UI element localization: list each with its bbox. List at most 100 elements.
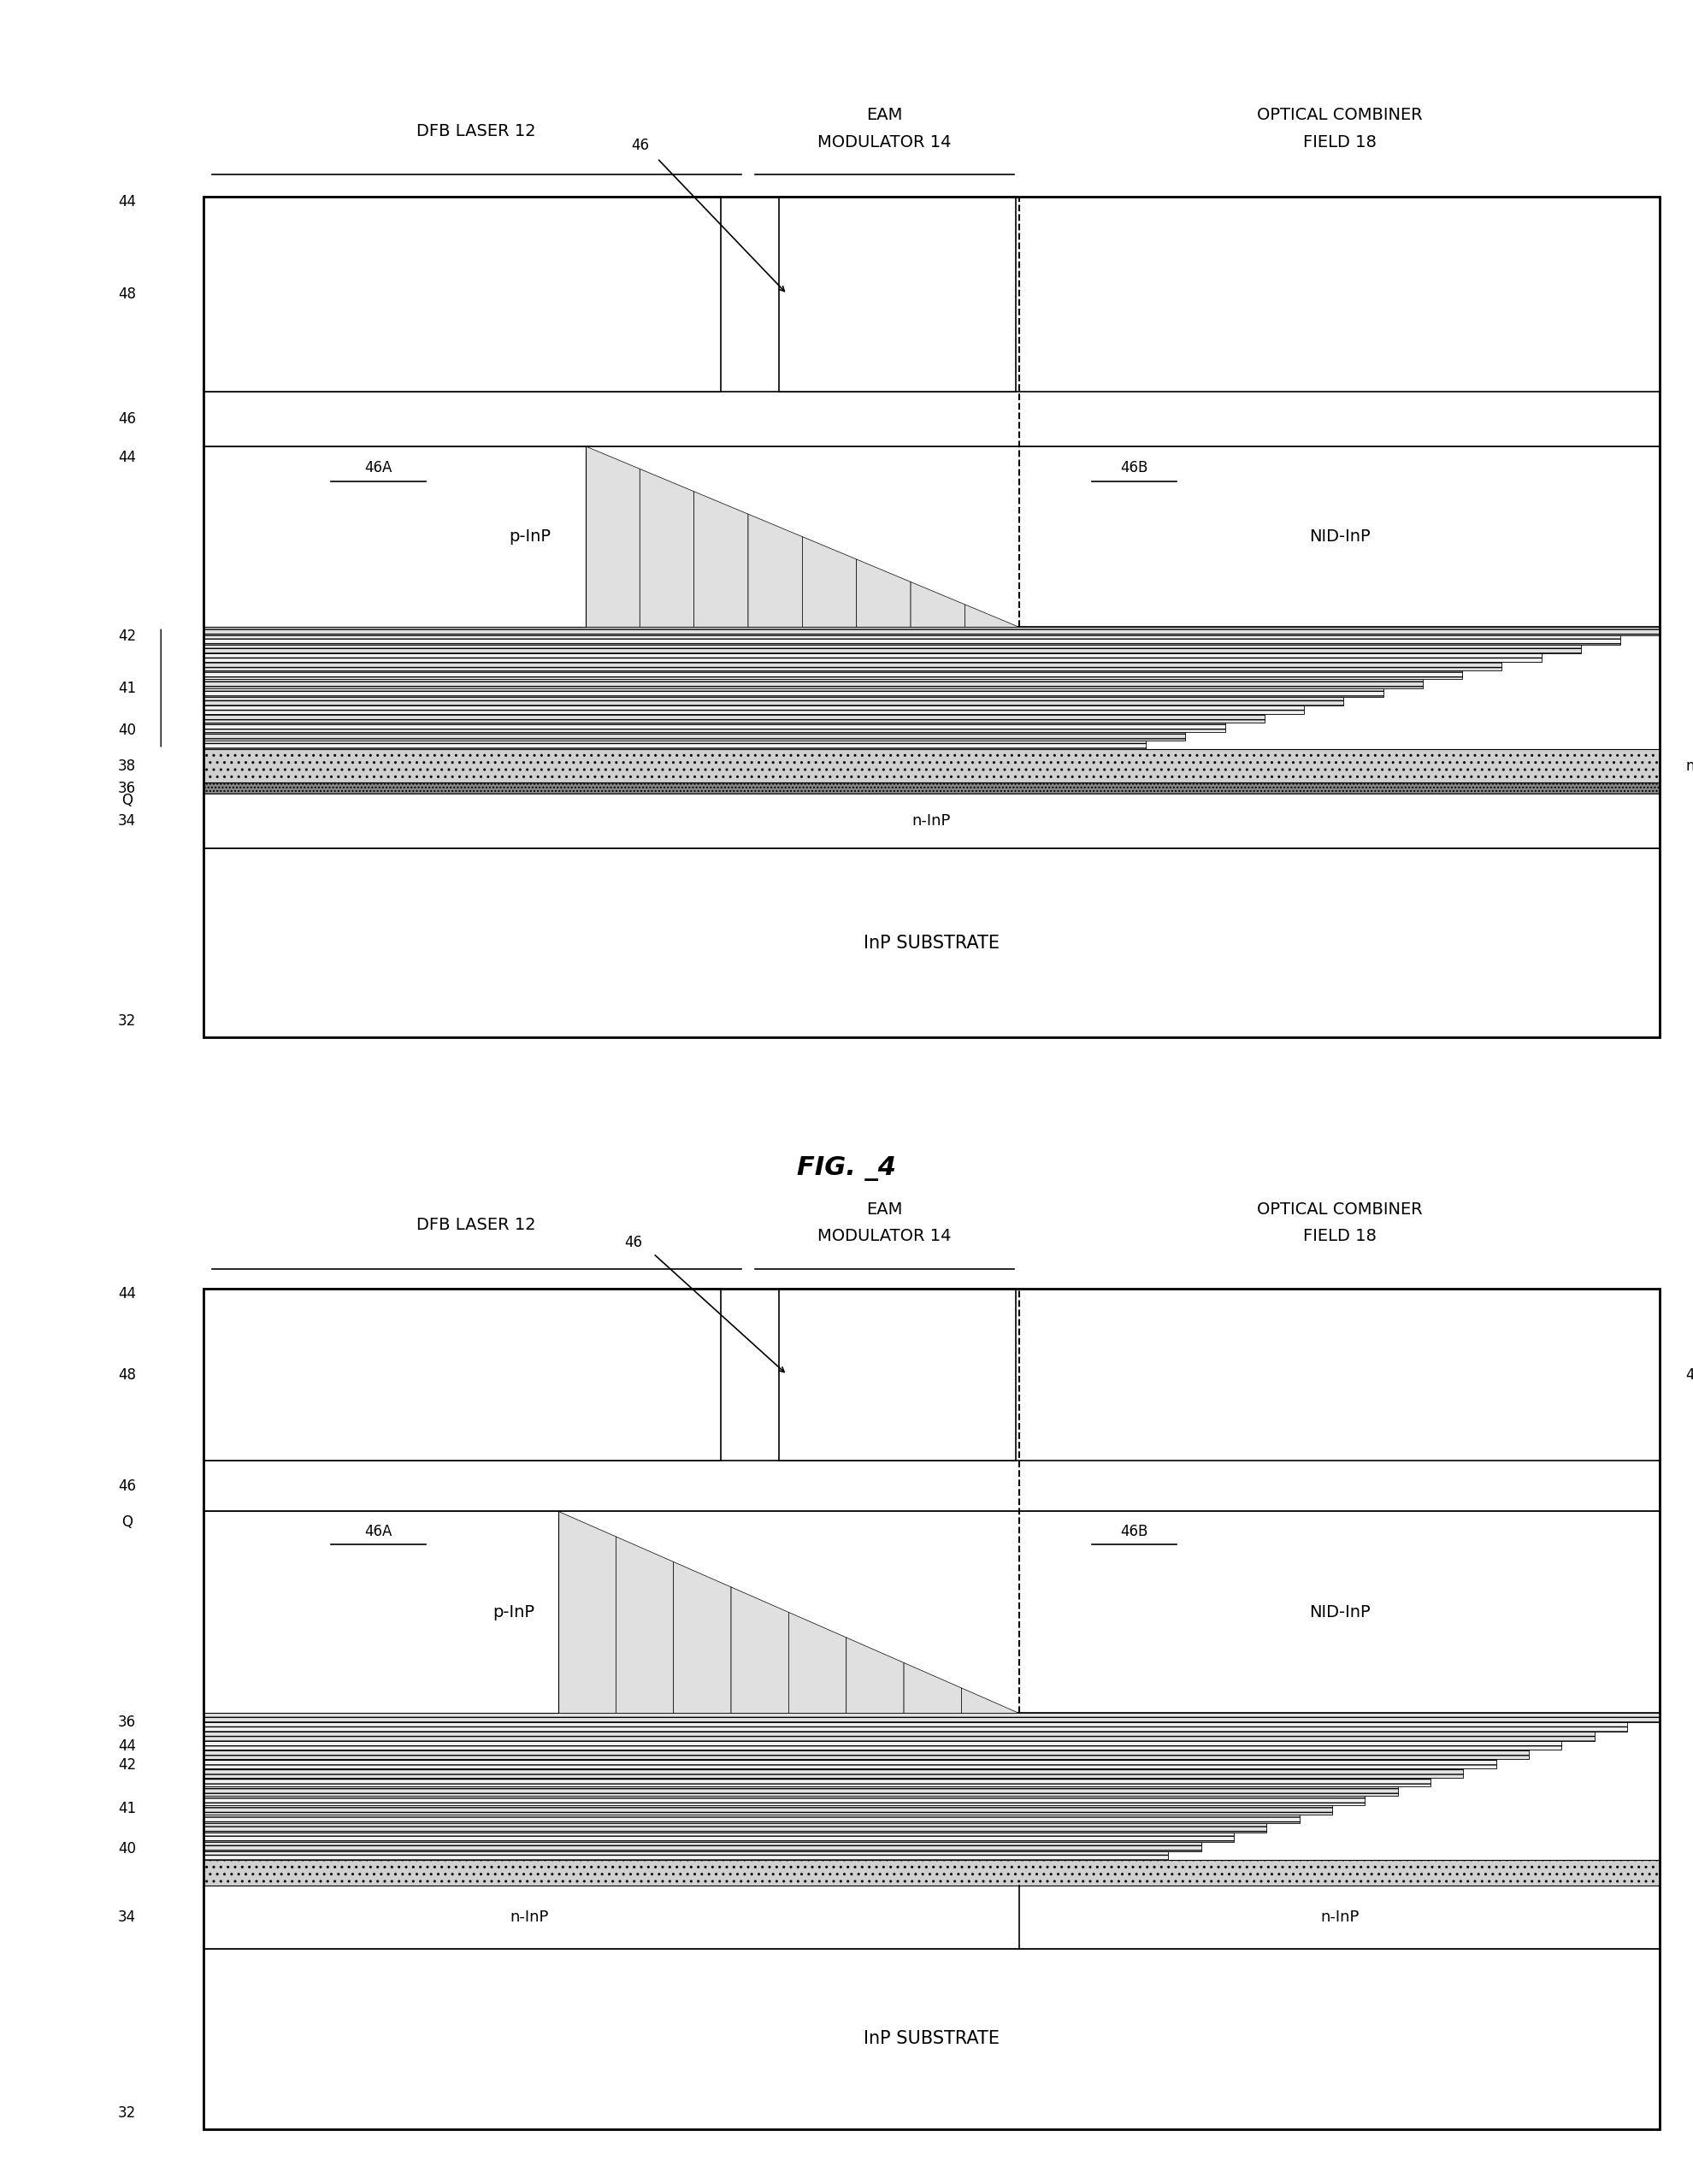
- Bar: [203, 793, 1659, 847]
- Polygon shape: [203, 1712, 1659, 1723]
- Polygon shape: [203, 1723, 1627, 1732]
- Polygon shape: [203, 1824, 1266, 1832]
- Text: 46B: 46B: [1121, 1524, 1148, 1540]
- Polygon shape: [857, 559, 911, 627]
- Bar: [203, 1289, 1659, 2129]
- Polygon shape: [203, 1815, 1299, 1824]
- Text: EAM: EAM: [865, 107, 902, 122]
- Polygon shape: [694, 491, 748, 627]
- Polygon shape: [203, 1769, 1463, 1778]
- Text: 34: 34: [119, 812, 135, 828]
- Polygon shape: [203, 1732, 1593, 1741]
- Bar: [203, 391, 1659, 446]
- Polygon shape: [203, 679, 1422, 688]
- Text: p-InP: p-InP: [493, 1605, 533, 1621]
- Text: 46: 46: [119, 411, 135, 426]
- Text: 38: 38: [119, 758, 135, 773]
- Bar: [203, 749, 1659, 782]
- Polygon shape: [203, 723, 1224, 732]
- Polygon shape: [203, 688, 1383, 697]
- Polygon shape: [203, 1795, 1365, 1806]
- Polygon shape: [674, 1562, 731, 1712]
- Polygon shape: [911, 581, 965, 627]
- Bar: [203, 782, 1659, 793]
- Bar: [203, 197, 1659, 1037]
- Text: 42: 42: [119, 1756, 135, 1773]
- Text: 46: 46: [119, 1479, 135, 1494]
- Text: FIELD 18: FIELD 18: [1302, 1227, 1375, 1245]
- Text: 44: 44: [119, 450, 135, 465]
- Bar: [203, 847, 1659, 1037]
- Text: MODULATOR 14: MODULATOR 14: [818, 133, 951, 151]
- Polygon shape: [203, 740, 1146, 749]
- Text: 48B: 48B: [1685, 1367, 1693, 1382]
- Bar: [203, 1948, 1659, 2129]
- Text: 48: 48: [119, 286, 135, 301]
- Text: Q: Q: [122, 1516, 132, 1531]
- Text: 46: 46: [631, 138, 648, 153]
- Text: OPTICAL COMBINER: OPTICAL COMBINER: [1256, 107, 1422, 122]
- Bar: [779, 1289, 1016, 1461]
- Text: 46A: 46A: [364, 1524, 391, 1540]
- Text: 46: 46: [623, 1234, 642, 1251]
- Polygon shape: [586, 446, 640, 627]
- Text: 48: 48: [119, 1367, 135, 1382]
- Bar: [779, 197, 1016, 391]
- Polygon shape: [203, 1787, 1397, 1795]
- Text: 44: 44: [119, 1738, 135, 1754]
- Polygon shape: [962, 1688, 1019, 1712]
- Polygon shape: [203, 1758, 1495, 1769]
- Text: 46B: 46B: [1121, 461, 1148, 476]
- Text: FIG. _4: FIG. _4: [797, 1155, 896, 1182]
- Text: 41: 41: [119, 1802, 135, 1817]
- Polygon shape: [203, 714, 1265, 723]
- Text: 40: 40: [119, 1841, 135, 1856]
- Polygon shape: [748, 513, 802, 627]
- Polygon shape: [203, 636, 1620, 644]
- Bar: [203, 1511, 1659, 1712]
- Polygon shape: [203, 1841, 1200, 1852]
- Text: NID-InP: NID-InP: [1309, 529, 1370, 544]
- Polygon shape: [203, 1806, 1332, 1815]
- Polygon shape: [203, 644, 1580, 653]
- Polygon shape: [203, 627, 1659, 636]
- Polygon shape: [203, 697, 1343, 705]
- Polygon shape: [203, 705, 1304, 714]
- Text: 36: 36: [119, 780, 135, 795]
- Polygon shape: [802, 537, 857, 627]
- Text: 44: 44: [119, 194, 135, 210]
- Polygon shape: [203, 1832, 1233, 1841]
- Text: 41: 41: [119, 681, 135, 697]
- Polygon shape: [846, 1638, 904, 1712]
- Text: InP SUBSTRATE: InP SUBSTRATE: [863, 935, 999, 952]
- Text: FIELD 18: FIELD 18: [1302, 133, 1375, 151]
- Bar: [203, 446, 1659, 627]
- Polygon shape: [203, 653, 1541, 662]
- Polygon shape: [559, 1511, 616, 1712]
- Text: InP SUBSTRATE: InP SUBSTRATE: [863, 2031, 999, 2049]
- Bar: [203, 1461, 1659, 1511]
- Polygon shape: [616, 1538, 674, 1712]
- Text: DFB LASER 12: DFB LASER 12: [416, 122, 535, 140]
- Text: p-InP: p-InP: [508, 529, 550, 544]
- Polygon shape: [203, 1852, 1168, 1861]
- Text: DFB LASER 12: DFB LASER 12: [416, 1216, 535, 1234]
- Text: 36: 36: [119, 1714, 135, 1730]
- Text: n-InP: n-InP: [1685, 758, 1693, 773]
- Polygon shape: [203, 1749, 1529, 1758]
- Text: OPTICAL COMBINER: OPTICAL COMBINER: [1256, 1201, 1422, 1219]
- Polygon shape: [731, 1588, 789, 1712]
- Bar: [203, 1885, 1659, 1948]
- Polygon shape: [640, 470, 694, 627]
- Bar: [203, 1289, 720, 1461]
- Text: 46A: 46A: [364, 461, 391, 476]
- Polygon shape: [904, 1662, 962, 1712]
- Text: MODULATOR 14: MODULATOR 14: [818, 1227, 951, 1245]
- Text: 32: 32: [119, 2105, 135, 2121]
- Text: NID-InP: NID-InP: [1309, 1605, 1370, 1621]
- Text: EAM: EAM: [865, 1201, 902, 1219]
- Text: n-InP: n-InP: [510, 1909, 549, 1924]
- Text: 40: 40: [119, 723, 135, 738]
- Text: 34: 34: [119, 1909, 135, 1924]
- Text: n-InP: n-InP: [1319, 1909, 1358, 1924]
